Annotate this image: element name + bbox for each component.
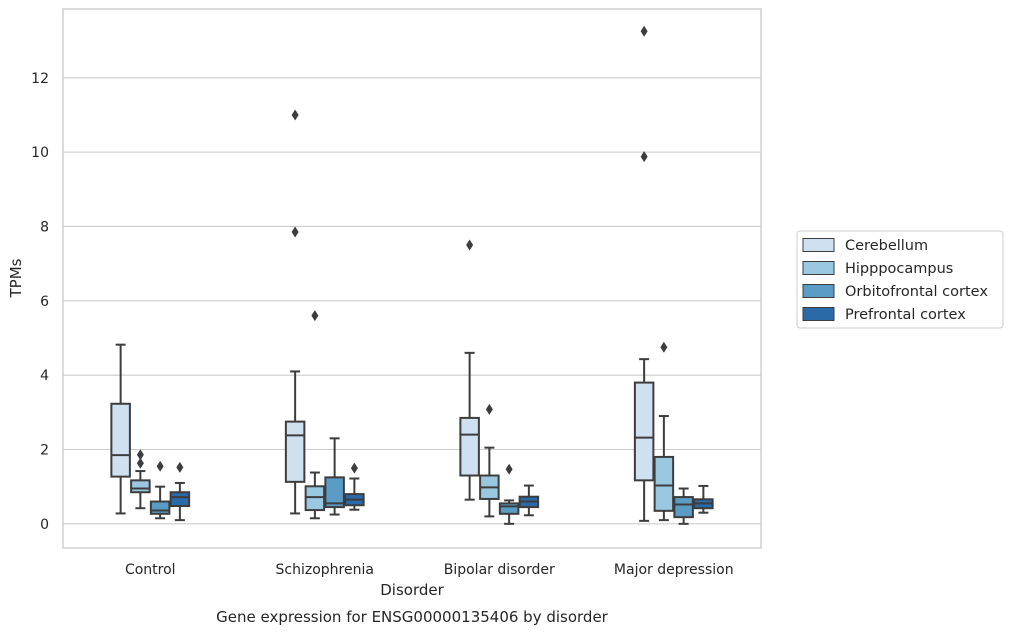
outlier-point <box>136 449 144 461</box>
box <box>130 479 151 494</box>
box-group <box>653 341 675 522</box>
box-group <box>633 25 655 522</box>
box <box>653 455 675 512</box>
box <box>110 402 131 478</box>
box-group <box>284 109 306 515</box>
outlier-point <box>505 463 513 475</box>
box-group <box>673 487 694 525</box>
outlier-point <box>311 310 319 322</box>
box-group <box>518 484 540 517</box>
y-tick-label: 0 <box>40 517 49 533</box>
box-group <box>149 460 171 520</box>
legend-label: Orbitofrontal cortex <box>845 284 988 300</box>
legend-label: Cerebellum <box>845 238 928 254</box>
box-group <box>324 437 345 516</box>
legend-swatch <box>802 307 835 321</box>
plot-border <box>62 8 762 549</box>
box-group <box>459 239 480 501</box>
legend-frame <box>796 230 1004 329</box>
legend-label: Hipppocampus <box>845 261 953 277</box>
outlier-point <box>136 457 144 469</box>
outlier-point <box>640 25 648 37</box>
x-tick-label: Schizophrenia <box>276 562 374 578</box>
box-group <box>169 461 191 522</box>
box-group <box>130 449 151 510</box>
x-tick-label: Bipolar disorder <box>444 562 555 578</box>
x-tick-labels: Control Schizophrenia Bipolar disorder Majo… <box>125 562 734 578</box>
outlier-point <box>291 226 299 238</box>
box-group <box>693 484 714 514</box>
y-tick-label: 12 <box>31 71 49 87</box>
plot-frame <box>62 8 762 549</box>
box <box>169 491 191 507</box>
box <box>304 485 326 512</box>
legend: Cerebellum Hipppocampus Orbitofrontal cort… <box>796 230 1004 329</box>
y-tick-label: 8 <box>40 219 49 235</box>
outlier-point <box>640 151 648 163</box>
chart-caption: Gene expression for ENSG00000135406 by d… <box>216 608 609 626</box>
legend-swatch <box>802 238 835 252</box>
box-group <box>498 463 520 525</box>
box <box>498 502 520 515</box>
box-group <box>304 310 326 520</box>
x-tick-label: Major depression <box>614 562 734 578</box>
legend-swatch <box>802 261 835 275</box>
x-tick-label: Control <box>125 562 176 578</box>
outlier-point <box>350 462 358 474</box>
box <box>149 500 171 515</box>
box-group <box>110 343 131 515</box>
box-group <box>479 403 500 518</box>
box-series <box>110 25 714 525</box>
outlier-point <box>291 109 299 121</box>
legend-swatch <box>802 284 835 298</box>
y-tick-label: 10 <box>31 145 49 161</box>
box <box>324 476 345 509</box>
y-tick-label: 4 <box>40 368 49 384</box>
y-tick-label: 6 <box>40 294 49 310</box>
box <box>284 420 306 483</box>
y-tick-labels: 0 2 4 6 8 10 12 <box>31 71 49 533</box>
box-group <box>344 462 365 511</box>
box <box>633 381 655 482</box>
grid-lines <box>63 77 761 525</box>
box <box>673 496 694 519</box>
outlier-point <box>466 239 474 251</box>
legend-label: Prefrontal cortex <box>845 307 966 323</box>
outlier-point <box>485 403 493 415</box>
outlier-point <box>156 460 164 472</box>
outlier-point <box>176 461 184 473</box>
y-tick-label: 2 <box>40 442 49 458</box>
x-axis-label: Disorder <box>380 581 444 599</box>
outlier-point <box>660 341 668 353</box>
y-axis-label: TPMs <box>7 258 25 298</box>
box <box>459 416 480 477</box>
